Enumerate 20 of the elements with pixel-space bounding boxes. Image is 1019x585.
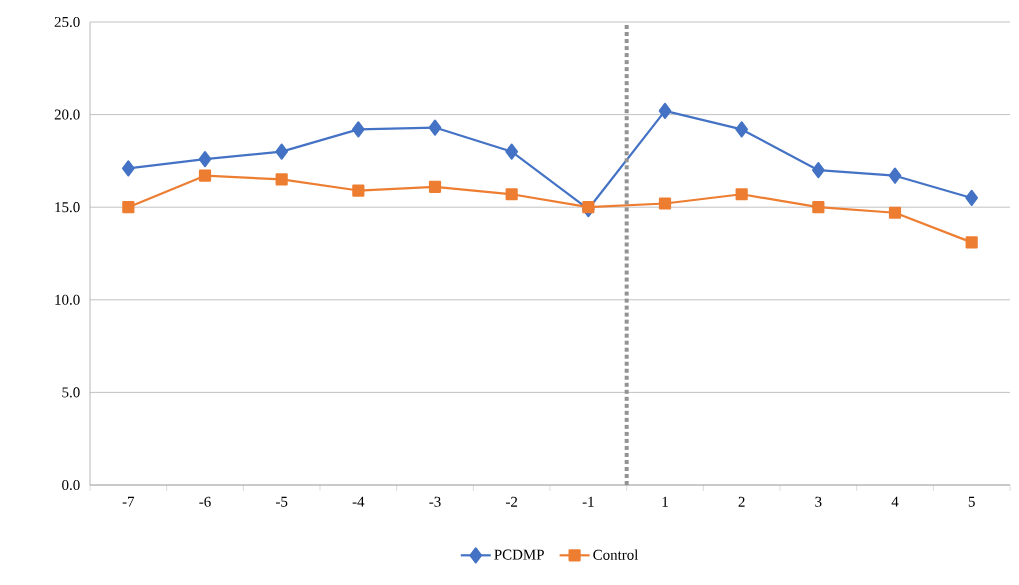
x-tick-label: -6 xyxy=(199,496,211,507)
legend-label: PCDMP xyxy=(494,549,544,560)
x-tick-label: -3 xyxy=(429,496,441,507)
y-tick-label: 0.0 xyxy=(62,479,80,491)
x-tick-label: 1 xyxy=(662,496,668,507)
x-tick-label: -1 xyxy=(582,496,594,507)
x-tick-label: 3 xyxy=(815,496,822,507)
x-tick-label: 5 xyxy=(968,496,975,507)
y-tick-label: 10.0 xyxy=(55,294,80,305)
x-tick-label: -4 xyxy=(352,496,365,507)
y-tick-label: 25.0 xyxy=(54,16,80,28)
y-tick-label: 5.0 xyxy=(62,387,80,398)
x-tick-label: -2 xyxy=(505,496,518,507)
x-tick-label: 2 xyxy=(738,496,745,507)
y-tick-label: 15.0 xyxy=(55,202,80,213)
x-tick-label: -7 xyxy=(122,496,135,507)
y-tick-label: 20.0 xyxy=(54,109,80,120)
x-tick-label: -5 xyxy=(275,496,288,507)
x-tick-label: 4 xyxy=(891,496,899,507)
legend-label: Control xyxy=(593,549,639,560)
